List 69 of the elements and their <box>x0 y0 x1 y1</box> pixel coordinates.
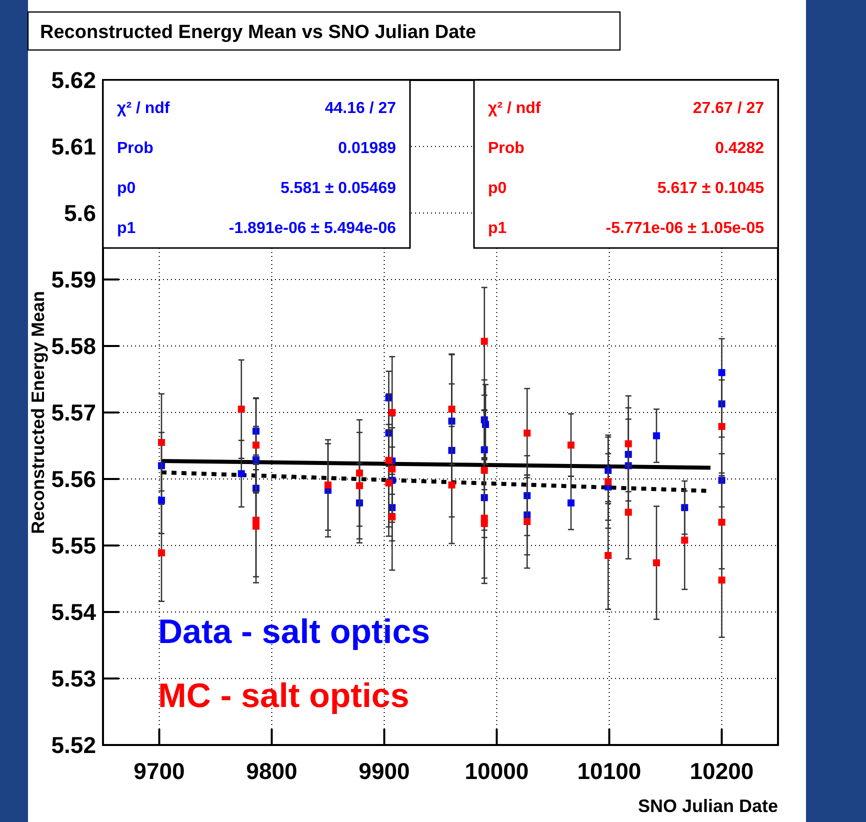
point <box>480 520 488 528</box>
point <box>448 406 456 413</box>
point <box>568 442 574 449</box>
annotation: 44.16 / 27 <box>324 100 396 117</box>
x-tick-label: 10200 <box>690 758 754 784</box>
point <box>158 549 165 556</box>
y-tick-label: 5.56 <box>51 466 96 492</box>
point <box>681 536 688 544</box>
annotation: 27.67 / 27 <box>692 100 764 117</box>
annotation: p1 <box>488 220 507 237</box>
point <box>238 470 245 478</box>
y-tick-label: 5.6 <box>64 200 96 226</box>
annotation: p0 <box>117 180 136 197</box>
point <box>385 479 392 486</box>
y-tick-label: 5.52 <box>51 732 96 758</box>
x-tick-label: 9800 <box>246 758 298 784</box>
point <box>480 338 488 345</box>
point <box>718 369 726 376</box>
annotation: 0.01989 <box>338 140 396 157</box>
y-tick-label: 5.59 <box>51 266 96 293</box>
point <box>568 499 574 506</box>
point <box>385 456 392 464</box>
x-tick-label: 9900 <box>358 758 410 784</box>
point <box>624 508 632 516</box>
annotation: 0.4282 <box>715 140 764 157</box>
annotation: p1 <box>117 220 136 237</box>
point <box>480 466 488 474</box>
point <box>604 552 612 559</box>
point <box>252 442 260 449</box>
text: Data - salt optics <box>158 613 430 651</box>
annotation: Prob <box>488 140 525 157</box>
x-tick-label: 10000 <box>464 758 529 784</box>
x-axis-title: SNO Julian Date <box>638 796 778 816</box>
y-tick-label: 5.58 <box>51 333 96 360</box>
x-tick-label: 10100 <box>577 758 642 784</box>
annotation: -1.891e-06 ± 5.494e-06 <box>228 220 396 237</box>
x-tick-label: 9700 <box>134 758 185 784</box>
annotation: χ² / ndf <box>488 100 542 117</box>
point <box>158 438 165 446</box>
text: MC - salt optics <box>158 677 410 715</box>
point <box>718 422 726 430</box>
point <box>324 481 332 488</box>
y-tick-label: 5.53 <box>51 666 96 692</box>
point <box>604 478 612 486</box>
point <box>718 576 726 584</box>
annotation: 5.581 ± 0.05469 <box>280 180 396 197</box>
point <box>653 559 660 566</box>
y-axis-title: Reconstructed Energy Mean <box>28 290 48 534</box>
point <box>252 522 260 530</box>
annotation: χ² / ndf <box>117 100 170 117</box>
y-tick-label: 5.54 <box>51 599 96 626</box>
annotation: p0 <box>488 180 507 197</box>
point <box>356 482 363 490</box>
y-tick-label: 5.55 <box>51 532 96 559</box>
chart-title: Reconstructed Energy Mean vs SNO Julian Date <box>40 22 476 43</box>
point <box>718 518 726 526</box>
point <box>356 470 363 477</box>
y-tick-label: 5.61 <box>51 134 96 160</box>
annotation: -5.771e-06 ± 1.05e-05 <box>606 220 764 237</box>
point <box>238 406 245 413</box>
annotation: Prob <box>117 140 154 157</box>
point <box>524 518 531 526</box>
y-tick-label: 5.62 <box>51 67 96 94</box>
point <box>448 481 456 488</box>
point <box>624 440 632 448</box>
point <box>653 432 660 440</box>
y-tick-label: 5.57 <box>51 400 96 426</box>
annotation: 5.617 ± 0.1045 <box>657 180 764 197</box>
point <box>524 430 531 437</box>
